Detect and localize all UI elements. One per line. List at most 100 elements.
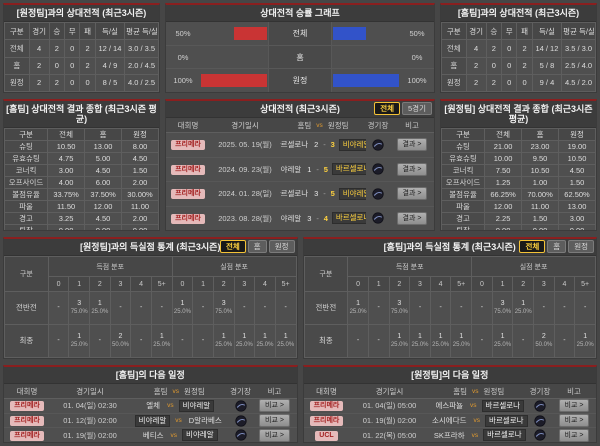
cell: 3.5 / 3.0 [561,39,596,58]
winrate-graph: 50% 전체 50% 0% 홈 0% 100% 원정 [166,22,434,92]
league-badge: 프리메라 [171,189,205,200]
cell: 2 [516,39,533,58]
col-header: 2 [388,276,411,292]
row-label: 유효슈팅 [441,152,486,165]
compare-button[interactable]: 비교 > [259,399,290,413]
tab-away[interactable]: 원정 [268,240,295,253]
match-date: 01. 12(월) 02:00 [63,416,117,425]
dist-cell: - [130,290,152,325]
col-header-league: 대회명 [316,386,337,396]
dist-cell: 1 25.0% [409,323,431,358]
cell: 4.50 [84,164,123,177]
cell: 3.00 [558,212,596,225]
cell: 0 [485,56,503,75]
col-header: 경기 [465,21,487,41]
compare-button[interactable]: 비교 > [259,414,290,427]
cell: 19.00 [558,140,596,153]
cell: 10.50 [558,152,596,165]
dist-cell: - [109,290,132,325]
result-button[interactable]: 결과 > [396,138,428,152]
away-score: 5 [323,164,328,174]
col-header: 0 [47,276,70,292]
table-row: 볼점유율 33.75% 37.50% 30.00% [4,188,159,201]
tab-all[interactable]: 전체 [374,102,401,115]
away-winrate-bar [333,26,366,40]
cell: 62.50% [558,188,596,201]
table-row: 파울 12.00 11.00 13.00 [441,200,596,213]
compare-button[interactable]: 비교 > [558,428,590,442]
table-row: 슈팅 21.00 23.00 19.00 [441,140,596,153]
cell: 4.0 / 2.5 [124,73,159,92]
compare-button[interactable]: 비교 > [558,414,590,427]
cell: 0 [48,56,66,75]
row-label: 퇴장 [4,224,49,230]
dist-cell: - [47,290,70,325]
match-row: 프리메라 2024. 01. 28(일) 바르셀로나 3-5 비야레알 결과 > [166,182,434,207]
home-score: 3 [314,189,319,199]
away-team: 바르셀로나 [483,429,526,442]
left-bar-track [200,46,268,69]
col-header: 패 [516,21,533,41]
table-row: 경고 3.25 4.50 2.00 [4,212,159,225]
cell: 0.00 [558,224,596,230]
home-team: 비야레알 [134,414,171,427]
panel-home-schedule: [홈팀]의 다음 일정 대회명 경기일시 홈팀 vs 원정팀 경기장 비고 프리… [3,365,298,443]
dist-cell: - [574,290,596,325]
col-header-venue: 경기장 [230,386,251,396]
col-header-venue: 경기장 [367,120,389,130]
row-label: 최종 [4,323,49,358]
distribution-row: [원정팀]과의 득실점 통계 (최근3시즌) 전체 홈 원정 구분 득점 분포 … [3,237,597,359]
tab-home[interactable]: 홈 [547,240,567,253]
row-label: 원정 [4,73,30,92]
result-button[interactable]: 결과 > [396,187,428,201]
row-label: 원정 [441,73,467,92]
score-dash: - [323,140,326,150]
table-header-row: 구분 전체 홈 원정 [441,128,596,141]
dist-cell: 3 75.0% [212,290,235,325]
col-header-note: 비고 [567,386,581,396]
graph-row-label: 전체 [268,22,332,45]
vs-label: vs [470,402,477,410]
row-label: 홈 [4,56,30,75]
filter-tabs: 전체 5경기 [374,102,432,115]
tab-5games[interactable]: 5경기 [402,102,432,115]
league-badge: 프리메라 [10,416,44,426]
cell: 8 / 5 [94,73,126,92]
col-header: 득/실 [531,21,563,41]
row-label: 경고 [441,212,486,225]
cell: 2 [465,56,487,75]
dist-cell: - [367,323,390,358]
panel-title: [홈팀]과의 득실점 통계 (최근3시즌) 전체 홈 원정 [303,239,596,256]
cell: 1.25 [484,176,523,189]
result-button[interactable]: 결과 > [396,162,428,176]
compare-button[interactable]: 비교 > [259,428,290,442]
dist-cell: - [130,323,152,358]
dist-cell: - [429,290,452,325]
row-label: 유효슈팅 [4,152,49,165]
col-header: 1 [68,276,91,292]
dist-cell: - [192,323,214,358]
tab-all[interactable]: 전체 [219,240,246,253]
panel-opponent-record-left: [원정팀]과의 상대전적 (최근3시즌) 구분 경기 승 무 패 득/실 평균 … [3,3,160,93]
compare-button[interactable]: 비교 > [558,399,590,413]
right-bar-track [332,22,400,45]
cell: 1.50 [521,212,560,225]
match-row: 프리메라 2025. 05. 19(월) 바르셀로나 2-3 비야레알 결과 > [166,133,434,158]
tab-away[interactable]: 원정 [568,240,594,253]
cell: 0 [64,73,81,92]
col-header: 2 [212,276,235,292]
filter-tabs: 전체 홈 원정 [519,240,594,253]
table-row: 경고 2.25 1.50 3.00 [441,212,596,225]
result-button[interactable]: 결과 > [396,211,428,225]
col-header-match: 홈팀 vs 원정팀 [430,386,529,397]
home-team: SK프라하 [433,430,465,440]
col-header: 전체 [484,128,523,141]
row-label: 오프사이드 [441,176,486,189]
tab-home[interactable]: 홈 [247,240,267,253]
tab-all[interactable]: 전체 [519,240,546,253]
schedule-row-item: 프리메라 01. 04(일) 02:30 엘체 vs 비야레알 비교 > [4,399,297,414]
panel-h2h-matches: 상대전적 (최근3시즌) 전체 5경기 대회명 경기일시 홈팀 vs 원정팀 경… [165,99,435,231]
col-header-date: 경기일시 [231,120,259,130]
table-row: 슈팅 10.50 13.00 8.00 [4,140,159,153]
table-header-row: 구분 전체 홈 원정 [4,128,159,141]
